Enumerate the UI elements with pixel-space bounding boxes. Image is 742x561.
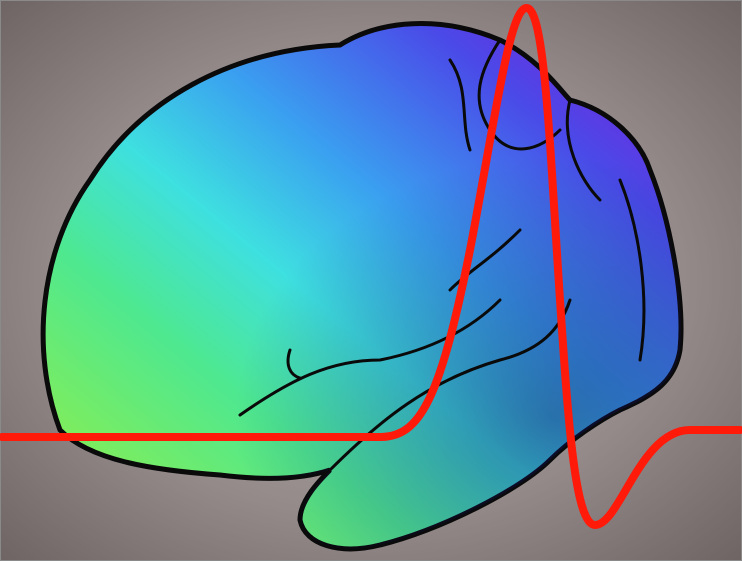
page	[0, 0, 742, 561]
illustration	[0, 0, 742, 561]
